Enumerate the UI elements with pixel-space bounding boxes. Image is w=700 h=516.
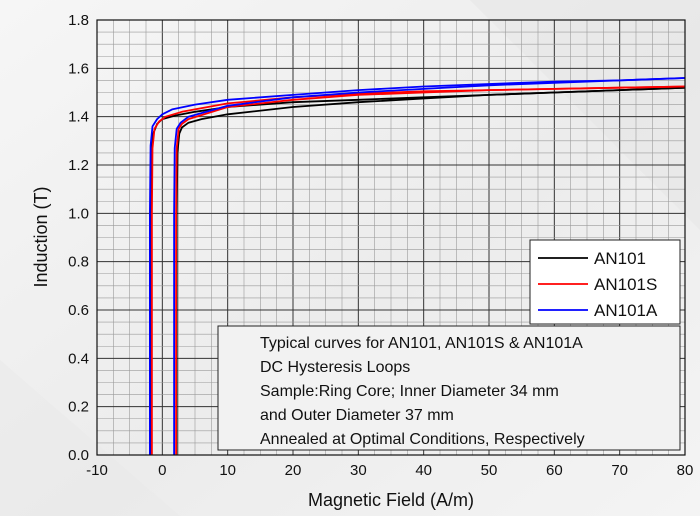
y-tick-label: 1.2 [68, 157, 89, 174]
y-tick-label: 0.2 [68, 399, 89, 416]
x-tick-label: 60 [546, 462, 563, 479]
x-tick-label: 50 [481, 462, 498, 479]
legend-label-an101a: AN101A [594, 301, 658, 320]
y-tick-label: 1.6 [68, 60, 89, 77]
x-axis-title: Magnetic Field (A/m) [308, 490, 474, 510]
y-tick-label: 0.8 [68, 254, 89, 271]
y-axis-title: Induction (T) [31, 186, 51, 287]
annotation-line-3: Sample:Ring Core; Inner Diameter 34 mm [260, 383, 559, 400]
legend-label-an101: AN101 [594, 249, 646, 268]
x-tick-label: 20 [285, 462, 302, 479]
annotation-box: Typical curves for AN101, AN101S & AN101… [217, 325, 681, 451]
y-tick-labels: 0.0 0.2 0.4 0.6 0.8 1.0 1.2 1.4 1.6 1.8 [68, 12, 89, 464]
series-line-an101a-branch-1 [148, 77, 686, 455]
series-line-an101s-branch-2 [175, 85, 686, 455]
series-line-an101-branch-2 [175, 86, 686, 455]
x-tick-label: 40 [415, 462, 432, 479]
x-tick-label: 30 [350, 462, 367, 479]
x-tick-label: -10 [86, 462, 108, 479]
annotation-line-4: and Outer Diameter 37 mm [260, 407, 454, 424]
y-tick-label: 1.4 [68, 109, 89, 126]
annotation-line-5: Annealed at Optimal Conditions, Respecti… [260, 431, 585, 448]
x-tick-label: 70 [611, 462, 628, 479]
annotation-frame [217, 325, 681, 451]
y-tick-label: 1.8 [68, 12, 89, 29]
x-tick-label: 10 [219, 462, 236, 479]
x-tick-labels: -10 0 10 20 30 40 50 60 70 80 [86, 462, 693, 479]
y-tick-label: 1.0 [68, 205, 89, 222]
plot-frame [96, 19, 686, 456]
background-facet [470, 0, 700, 230]
annotation-line-1: Typical curves for AN101, AN101S & AN101… [260, 335, 583, 352]
series-group [148, 77, 686, 455]
x-tick-label: 0 [158, 462, 166, 479]
annotation-line-2: DC Hysteresis Loops [260, 359, 410, 376]
y-tick-label: 0.0 [68, 447, 89, 464]
y-tick-label: 0.6 [68, 302, 89, 319]
y-tick-label: 0.4 [68, 350, 89, 367]
series-line-an101a-branch-2 [173, 77, 686, 455]
legend: AN101 AN101S AN101A [529, 239, 681, 325]
background-facet-lower [0, 360, 180, 516]
legend-label-an101s: AN101S [594, 275, 657, 294]
x-tick-label: 80 [677, 462, 694, 479]
